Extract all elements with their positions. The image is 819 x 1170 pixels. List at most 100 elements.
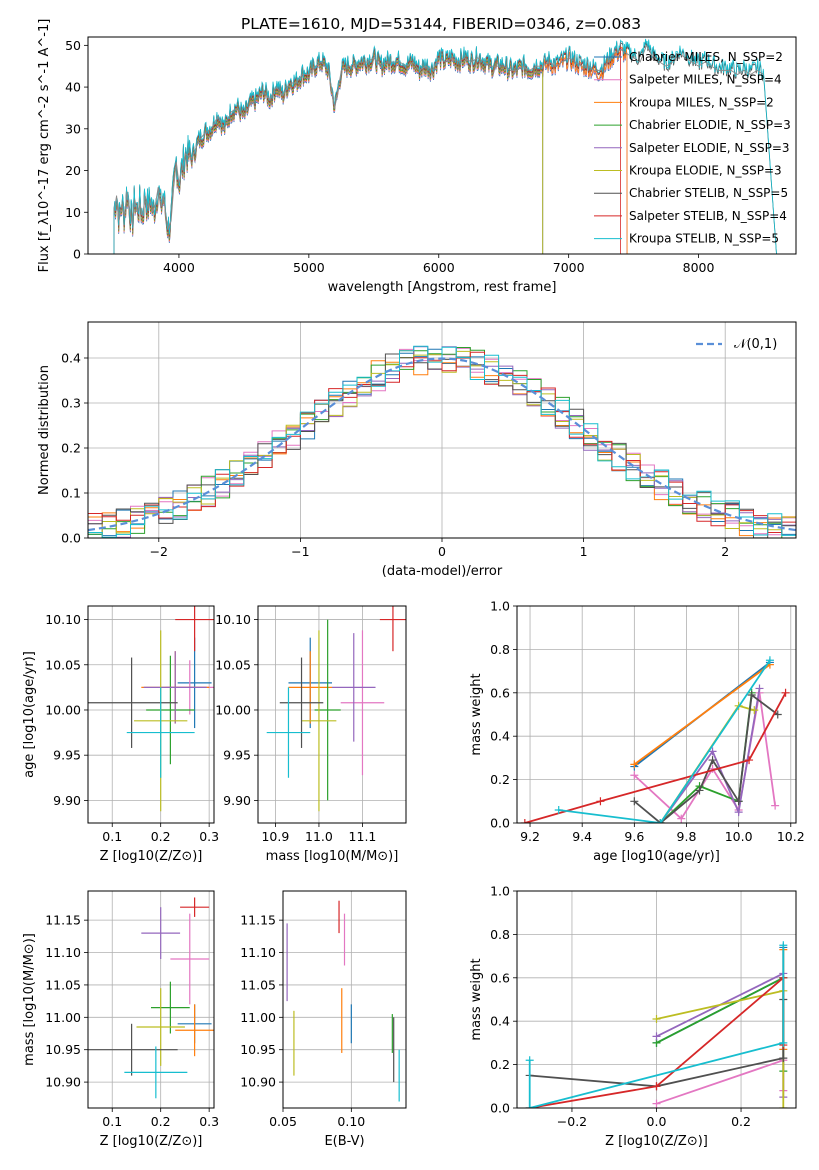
tick-label-y: 10.00 <box>45 702 81 717</box>
tick-label-x: 2 <box>721 544 729 559</box>
tick-label-x: 0.05 <box>269 1114 297 1129</box>
axis-label-x: mass [log10(M/M⊙)] <box>266 849 399 864</box>
tick-label-x: 0.3 <box>199 1114 219 1129</box>
legend-label: Salpeter MILES, N_SSP=4 <box>629 73 782 87</box>
mass-weight-marker <box>708 756 717 765</box>
tick-label-x: 10.9 <box>261 829 289 844</box>
plot-frame <box>87 890 215 1109</box>
tick-label-x: 0.1 <box>102 1114 122 1129</box>
tick-label-x: 0.2 <box>151 1114 171 1129</box>
plot-frame <box>87 36 797 255</box>
tick-label-x: −1 <box>291 544 309 559</box>
plot-area <box>286 900 400 1102</box>
tick-label-y: 0.0 <box>490 816 510 831</box>
panel-spectrum: 4000 5000 6000 7000 8000 0 10 20 30 40 50 wavelengt… <box>37 19 797 295</box>
tick-label-y: 11.00 <box>45 1010 81 1025</box>
legend-label: Kroupa ELODIE, N_SSP=3 <box>629 164 782 178</box>
residual-histogram <box>88 351 796 533</box>
plot-area <box>520 656 790 823</box>
tick-label-y: 10.95 <box>45 1042 81 1057</box>
legend: Chabrier MILES, N_SSP=2 Salpeter MILES, N… <box>594 50 791 246</box>
tick-label-x: 4000 <box>163 260 195 275</box>
tick-label-y: 50 <box>65 38 81 53</box>
mass-weight-marker <box>734 797 743 806</box>
panel-age-vs-mass: 10.9 11.0 11.1 9.90 9.95 10.00 10.05 10.10 mass … <box>215 605 407 864</box>
mass-weight-marker <box>771 801 780 810</box>
plot-area <box>113 38 777 254</box>
normal-curve <box>88 357 796 532</box>
tick-label-y: 10.00 <box>215 702 251 717</box>
plot-frame <box>87 605 215 824</box>
plot-area <box>88 345 796 538</box>
legend-label: Kroupa STELIB, N_SSP=5 <box>629 232 779 246</box>
plot-area <box>88 897 214 1099</box>
tick-label-x: 5000 <box>293 260 325 275</box>
mass-weight-marker <box>781 688 790 697</box>
tick-label-y: 1.0 <box>490 599 510 614</box>
tick-label-y: 11.05 <box>240 977 276 992</box>
tick-label-x: 0.1 <box>102 829 122 844</box>
tick-label-x: 0.10 <box>337 1114 365 1129</box>
mass-weight-marker <box>525 1104 534 1108</box>
legend-label: Salpeter STELIB, N_SSP=4 <box>629 209 787 223</box>
axis-label-x: age [log10(age/yr)] <box>593 849 720 864</box>
mass-weight-marker <box>652 1015 661 1024</box>
mass-weight-marker <box>525 1056 534 1065</box>
panel-mass-vs-EBV: 0.05 0.10 10.90 10.95 11.00 11.05 11.10 11.15 E(… <box>240 890 407 1149</box>
plot-area <box>525 941 788 1108</box>
tick-label-y: 9.95 <box>53 748 81 763</box>
mass-weight-marker <box>652 1032 661 1041</box>
tick-label-y: 10.05 <box>215 657 251 672</box>
tick-label-y: 0.3 <box>61 396 81 411</box>
mass-weight-marker <box>656 819 665 823</box>
axis-label-x: (data-model)/error <box>382 564 503 579</box>
tick-label-x: 9.2 <box>520 829 540 844</box>
tick-label-x: 9.8 <box>677 829 697 844</box>
mass-weight-marker <box>747 690 756 699</box>
mass-weight-marker <box>755 684 764 693</box>
tick-label-x: 1 <box>580 544 588 559</box>
tick-label-y: 0.2 <box>61 441 81 456</box>
mass-weight-marker <box>677 814 686 823</box>
tick-label-x: 8000 <box>683 260 715 275</box>
plot-frame <box>87 321 797 539</box>
axis-label-x: Z [log10(Z/Z⊙)] <box>100 849 203 864</box>
mass-weight-marker <box>734 808 743 817</box>
tick-label-x: 6000 <box>423 260 455 275</box>
mass-weight-marker <box>765 656 774 665</box>
tick-label-x: −0.2 <box>557 1114 587 1129</box>
axis-label-x: wavelength [Angstrom, rest frame] <box>328 280 557 295</box>
tick-label-y: 10.10 <box>215 612 251 627</box>
axis-label-y: mass weight <box>469 673 484 755</box>
panel-residuals: −2 −1 0 1 2 0.0 0.1 0.2 0.3 0.4 (data-model)/error… <box>37 321 797 579</box>
axis-label-y: mass [log10(M/M⊙)] <box>22 933 37 1066</box>
legend-label: Salpeter ELODIE, N_SSP=3 <box>629 141 790 155</box>
residual-histogram <box>88 345 796 538</box>
tick-label-y: 10.10 <box>45 612 81 627</box>
plot-frame <box>282 890 407 1109</box>
mass-weight-marker <box>779 941 788 950</box>
mass-weight-marker <box>745 756 754 765</box>
mass-weight-marker <box>708 747 717 756</box>
axis-label-y: Normed distribution <box>37 365 52 495</box>
tick-label-x: 0.2 <box>151 829 171 844</box>
tick-label-y: 10.90 <box>240 1075 276 1090</box>
mass-weight-marker <box>596 797 605 806</box>
tick-label-y: 11.10 <box>45 945 81 960</box>
tick-label-x: 10.2 <box>777 829 805 844</box>
tick-label-x: 9.6 <box>624 829 644 844</box>
tick-label-y: 0.4 <box>490 729 510 744</box>
legend-label: Kroupa MILES, N_SSP=2 <box>629 95 774 109</box>
tick-label-y: 11.00 <box>240 1010 276 1025</box>
tick-label-y: 0.8 <box>490 642 510 657</box>
plot-area <box>88 606 214 812</box>
mass-weight-marker <box>773 710 782 719</box>
tick-label-y: 10.05 <box>45 657 81 672</box>
legend-label: 𝒩(0,1) <box>734 337 777 352</box>
mass-weight-marker <box>554 805 563 814</box>
model-spectrum-line <box>113 38 777 254</box>
tick-label-y: 40 <box>65 80 81 95</box>
tick-label-y: 1.0 <box>490 884 510 899</box>
tick-label-y: 11.05 <box>45 977 81 992</box>
mass-weight-line <box>558 659 771 823</box>
